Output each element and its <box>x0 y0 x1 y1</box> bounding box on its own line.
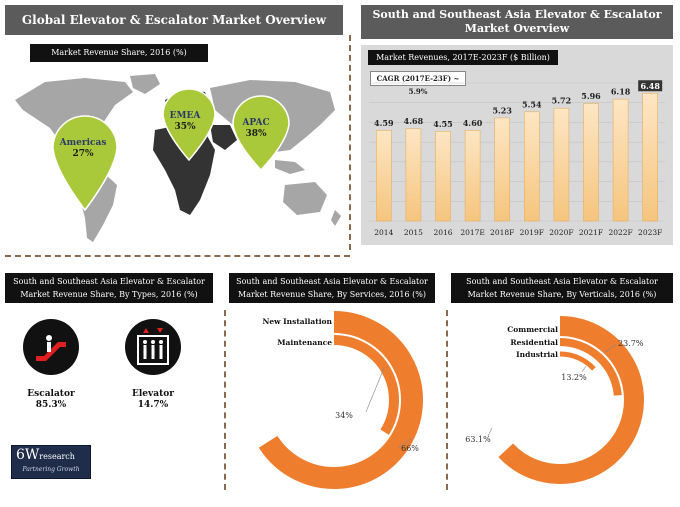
bar-value-label: 5.23 <box>492 105 512 115</box>
bar-2018F <box>494 117 510 222</box>
bar-value-label: 4.68 <box>404 116 424 126</box>
bar-2023F <box>642 92 659 222</box>
bar-x-tick-label: 2022F <box>608 228 632 237</box>
americas-label: Americas 27% <box>59 138 107 159</box>
services-category-label: Maintenance <box>277 338 332 347</box>
verticals-arc-2 <box>559 351 596 371</box>
americas-pin <box>52 115 118 212</box>
services-value-label: 34% <box>335 411 353 420</box>
bar-2022F <box>612 98 629 222</box>
elevator-icon <box>125 319 181 375</box>
map-middle-east <box>210 125 237 150</box>
services-value-label: 66% <box>401 444 419 453</box>
verticals-arc-0 <box>498 316 644 484</box>
services-category-label: New Installation <box>262 317 332 326</box>
verticals-leader-line <box>487 427 493 437</box>
sea-overview-title: South and Southeast Asia Elevator & Esca… <box>361 5 673 39</box>
map-se-asia <box>275 160 305 174</box>
logo-word: research <box>39 452 75 461</box>
escalator-caption: Escalator 85.3% <box>27 389 75 410</box>
emea-label: EMEA 35% <box>169 111 201 132</box>
bar-2014 <box>376 130 392 222</box>
map-greenland <box>130 74 160 94</box>
bar-label-bg-highlight <box>638 80 663 92</box>
bar-x-tick-label: 2023F <box>638 228 662 237</box>
bar-value-label: 5.96 <box>581 91 601 101</box>
services-arc-1 <box>333 335 399 435</box>
bar-2016 <box>435 131 451 222</box>
services-leader-line <box>397 437 413 449</box>
world-map <box>15 74 341 242</box>
bar-x-tick-label: 2015 <box>404 228 423 237</box>
verticals-value-label: 13.2% <box>561 373 587 382</box>
verticals-value-label: 63.1% <box>465 435 491 444</box>
bar-x-tick-label: 2021F <box>579 228 603 237</box>
bar-value-label: 6.48 <box>640 81 660 91</box>
divider-verticals <box>446 310 448 490</box>
services-leader-line <box>365 367 385 413</box>
bar-chart-subtitle: Market Revenues, 2017E-2023F ($ Billion) <box>368 50 558 65</box>
6w-research-logo: 6Wresearch Partnering Growth <box>11 445 91 479</box>
elevator-caption: Elevator 14.7% <box>132 389 174 410</box>
map-new-zealand <box>331 210 341 226</box>
bar-x-tick-label: 2019F <box>520 228 544 237</box>
bar-x-tick-label: 2018F <box>490 228 514 237</box>
bar-x-tick-label: 2017E <box>460 228 485 237</box>
verticals-category-label: Residential <box>510 338 558 347</box>
divider-services <box>224 310 226 490</box>
verticals-leader-line <box>605 343 617 353</box>
logo-tagline: Partnering Growth <box>22 466 80 473</box>
bar-2020F <box>553 107 570 222</box>
cagr-badge: CAGR (2017E-23F) ~ 5.9% <box>370 71 466 96</box>
verticals-leader-line <box>581 365 587 373</box>
verticals-value-label: 23.7% <box>618 339 644 348</box>
services-arc-0 <box>258 311 423 489</box>
bar-2019F <box>524 111 540 222</box>
apac-pin <box>232 95 290 172</box>
bar-value-label: 4.59 <box>374 118 394 128</box>
verticals-category-label: Commercial <box>507 325 558 334</box>
global-share-subtitle: Market Revenue Share, 2016 (%) <box>30 44 208 62</box>
services-title: South and Southeast Asia Elevator & Esca… <box>229 273 435 303</box>
verticals-arc-1 <box>559 338 622 396</box>
revenue-bar-chart: 4.59 4.68 4.55 4.60 5.23 5.54 5.72 5.96 6.18 6.48… <box>369 80 665 237</box>
bar-2021F <box>583 103 599 222</box>
types-title: South and Southeast Asia Elevator & Esca… <box>5 273 213 303</box>
bar-x-tick-label: 2020F <box>549 228 573 237</box>
services-ring-chart: New Installation Maintenance 34% 66% <box>258 311 423 489</box>
emea-pin <box>162 88 216 162</box>
apac-label: APAC 38% <box>242 118 270 139</box>
bar-value-label: 5.72 <box>552 96 571 106</box>
bar-2017E <box>464 130 481 222</box>
divider-horizontal <box>5 255 350 257</box>
verticals-category-label: Industrial <box>516 350 558 359</box>
bar-x-tick-label: 2014 <box>374 228 393 237</box>
divider-vertical <box>349 35 351 250</box>
bar-value-label: 4.55 <box>433 119 452 129</box>
global-overview-title: Global Elevator & Escalator Market Overv… <box>5 5 343 35</box>
logo-mark: 6W <box>16 447 40 463</box>
bar-2015 <box>405 128 422 222</box>
map-north-america <box>15 78 133 154</box>
verticals-ring-chart: Commercial Residential Industrial 23.7% 13.2… <box>465 316 644 484</box>
bar-value-label: 4.60 <box>463 118 483 128</box>
escalator-icon <box>23 319 79 375</box>
map-australia <box>283 182 327 215</box>
bar-value-label: 6.18 <box>611 87 631 97</box>
bar-value-label: 5.54 <box>522 99 542 109</box>
verticals-title: South and Southeast Asia Elevator & Esca… <box>451 273 673 303</box>
bar-x-tick-label: 2016 <box>433 228 452 237</box>
